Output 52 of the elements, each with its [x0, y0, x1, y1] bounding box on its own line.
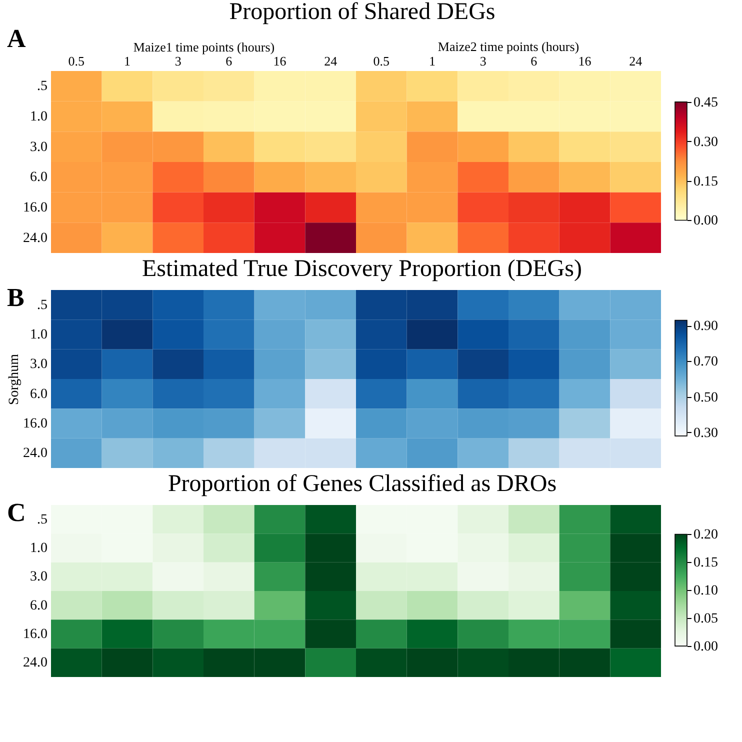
color-bar-label: 0.45 [694, 95, 718, 110]
x-tick-label: 24 [324, 54, 338, 68]
y-tick-label: 1.0 [30, 541, 48, 556]
x-tick-label: 16 [578, 54, 592, 68]
y-tick-label: 24.0 [23, 230, 48, 246]
x-tick-label: 0.5 [373, 54, 390, 68]
x-tick-label: 1 [429, 54, 436, 68]
x-tick-label: 6 [226, 54, 233, 68]
chart-title: Proportion of Genes Classified as DROs [168, 471, 557, 497]
y-tick-label: 16.0 [23, 416, 48, 432]
x-tick-label: 1 [124, 54, 130, 68]
color-bar-label: 0.30 [694, 134, 718, 150]
y-tick-label: 6.0 [30, 598, 48, 614]
y-tick-label: 24.0 [23, 446, 48, 462]
text: A [7, 24, 26, 53]
y-tick-label: 16.0 [23, 627, 48, 642]
x-tick-label: 3 [480, 54, 486, 68]
y-axis-title: Sorghum [7, 354, 22, 406]
color-bar-label: 0.90 [694, 319, 718, 334]
color-bar-label: 0.00 [694, 640, 718, 655]
y-tick-label: 24.0 [23, 656, 48, 671]
color-bar-label: 0.50 [694, 390, 718, 406]
x-tick-label: 16 [273, 54, 287, 68]
y-tick-label: 3.0 [30, 357, 48, 372]
x-tick-label: 24 [629, 54, 643, 68]
color-bar-label: 0.70 [694, 354, 718, 370]
y-tick-label: 6.0 [30, 170, 48, 186]
x-tick-label: 3 [174, 54, 182, 68]
chart-title: Estimated True Discovery Proportion (DEGs) [142, 256, 582, 282]
y-tick-label: 1.0 [30, 328, 48, 342]
y-tick-label: .5 [37, 79, 48, 94]
y-tick-label: .5 [37, 298, 48, 313]
y-tick-label: 3.0 [30, 140, 48, 155]
color-bar-label: 0.10 [694, 584, 718, 599]
x-axis-title: Maize1 time points (hours) [133, 40, 275, 54]
text: B [7, 283, 24, 312]
color-bar-label: 0.00 [694, 214, 718, 229]
text: C [7, 498, 26, 527]
x-tick-label: 0.5 [68, 54, 85, 68]
color-bar-label: 0.20 [694, 528, 718, 543]
y-tick-label: 6.0 [30, 386, 48, 402]
color-bar-label: 0.05 [694, 612, 718, 627]
color-bar-label: 0.15 [694, 556, 718, 571]
color-bar-label: 0.15 [694, 174, 718, 190]
text: Maize2 time points (hours) [438, 39, 580, 54]
y-tick-label: 16.0 [23, 200, 48, 216]
color-bar-label: 0.30 [694, 426, 718, 441]
y-tick-label: .5 [37, 512, 48, 528]
chart-title: Proportion of Shared DEGs [229, 0, 496, 25]
y-tick-label: 3.0 [30, 570, 48, 585]
x-tick-label: 6 [530, 54, 538, 68]
y-tick-label: 1.0 [30, 110, 48, 124]
